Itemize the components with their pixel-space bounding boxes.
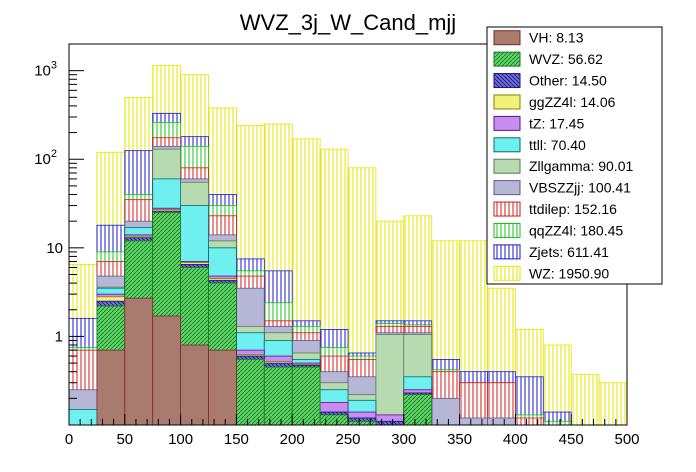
legend: VH: 8.13 WVZ: 56.62 Other: 14.50 ggZZ4l: 14… bbox=[486, 26, 663, 285]
y-axis-ticks: 1 10 102 103 bbox=[34, 43, 84, 399]
bar-ttdilep-bin-16 bbox=[515, 417, 544, 426]
legend-label-WZ: WZ: 1950.90 bbox=[529, 265, 609, 281]
legend-swatch-tZ bbox=[493, 115, 521, 131]
legend-label-tZ: tZ: 17.45 bbox=[529, 115, 584, 131]
legend-label-VBSZZjj: VBSZZjj: 100.41 bbox=[529, 180, 631, 196]
bar-WZ-bin-19 bbox=[598, 382, 628, 426]
legend-swatch-ttll bbox=[493, 137, 521, 153]
bar-Other-bin-11 bbox=[375, 420, 405, 426]
bar-WZ-bin-18 bbox=[570, 374, 600, 426]
legend-label-ttdilep: ttdilep: 152.16 bbox=[529, 201, 617, 217]
x-axis-ticks: 0 50 100 150 200 250 300 350 400 450 500 bbox=[65, 414, 640, 448]
y-tick-label: 10 bbox=[46, 240, 63, 257]
x-tick-label: 200 bbox=[280, 431, 305, 448]
bar-WVZ-bin-12 bbox=[403, 394, 433, 426]
legend-label-ttll: ttll: 70.40 bbox=[529, 137, 586, 153]
bar-VBSZZjj-bin-14 bbox=[459, 417, 488, 426]
legend-label-Zjets: Zjets: 611.41 bbox=[529, 244, 609, 260]
y-tick-label: 103 bbox=[34, 60, 57, 80]
x-tick-label: 0 bbox=[65, 431, 73, 448]
stacked-bars bbox=[68, 64, 628, 426]
bar-VH-bin-3 bbox=[152, 315, 181, 426]
x-tick-label: 150 bbox=[224, 431, 249, 448]
y-tick-label: 1 bbox=[55, 328, 63, 345]
bar-WVZ-bin-7 bbox=[263, 366, 293, 426]
x-tick-label: 400 bbox=[503, 431, 528, 448]
x-tick-label: 300 bbox=[391, 431, 416, 448]
bar-WVZ-bin-8 bbox=[291, 366, 321, 426]
bar-VBSZZjj-bin-15 bbox=[487, 417, 516, 426]
legend-swatch-ggZZ4l bbox=[493, 94, 521, 110]
y-tick-label: 102 bbox=[34, 148, 57, 168]
legend-label-WVZ: WVZ: 56.62 bbox=[529, 51, 603, 67]
x-tick-label: 250 bbox=[335, 431, 360, 448]
legend-label-Other: Other: 14.50 bbox=[529, 73, 607, 89]
bar-VH-bin-5 bbox=[208, 349, 237, 426]
legend-swatch-Other bbox=[493, 73, 521, 89]
bar-Zllgamma-bin-11 bbox=[375, 334, 405, 426]
bar-VH-bin-1 bbox=[96, 349, 126, 426]
bar-ttll-bin-0 bbox=[68, 409, 98, 426]
legend-swatch-qqZZ4l bbox=[493, 222, 521, 238]
legend-box bbox=[486, 26, 663, 285]
legend-label-Zllgamma: Zllgamma: 90.01 bbox=[529, 158, 633, 174]
legend-swatch-Zjets bbox=[493, 244, 521, 260]
bar-WVZ-bin-9 bbox=[319, 414, 349, 426]
x-tick-label: 500 bbox=[614, 431, 639, 448]
x-tick-label: 50 bbox=[116, 431, 133, 448]
legend-swatch-VH bbox=[493, 30, 521, 46]
legend-swatch-WZ bbox=[493, 265, 521, 281]
x-tick-label: 100 bbox=[168, 431, 193, 448]
bar-VH-bin-4 bbox=[180, 344, 209, 426]
legend-swatch-Zllgamma bbox=[493, 158, 521, 174]
bar-qqZZ4l-bin-17 bbox=[542, 420, 572, 426]
x-tick-label: 350 bbox=[447, 431, 472, 448]
bar-WVZ-bin-10 bbox=[347, 420, 377, 426]
legend-label-qqZZ4l: qqZZ4l: 180.45 bbox=[529, 222, 623, 238]
legend-label-VH: VH: 8.13 bbox=[529, 30, 584, 46]
bar-VBSZZjj-bin-13 bbox=[431, 397, 461, 426]
chart-title: WVZ_3j_W_Cand_mjj bbox=[240, 10, 456, 35]
bar-VH-bin-2 bbox=[124, 297, 154, 426]
legend-swatch-WVZ bbox=[493, 51, 521, 67]
legend-label-ggZZ4l: ggZZ4l: 14.06 bbox=[529, 94, 616, 110]
bar-WVZ-bin-6 bbox=[235, 359, 265, 426]
legend-swatch-VBSZZjj bbox=[493, 180, 521, 196]
legend-swatch-ttdilep bbox=[493, 201, 521, 217]
x-tick-label: 450 bbox=[559, 431, 584, 448]
